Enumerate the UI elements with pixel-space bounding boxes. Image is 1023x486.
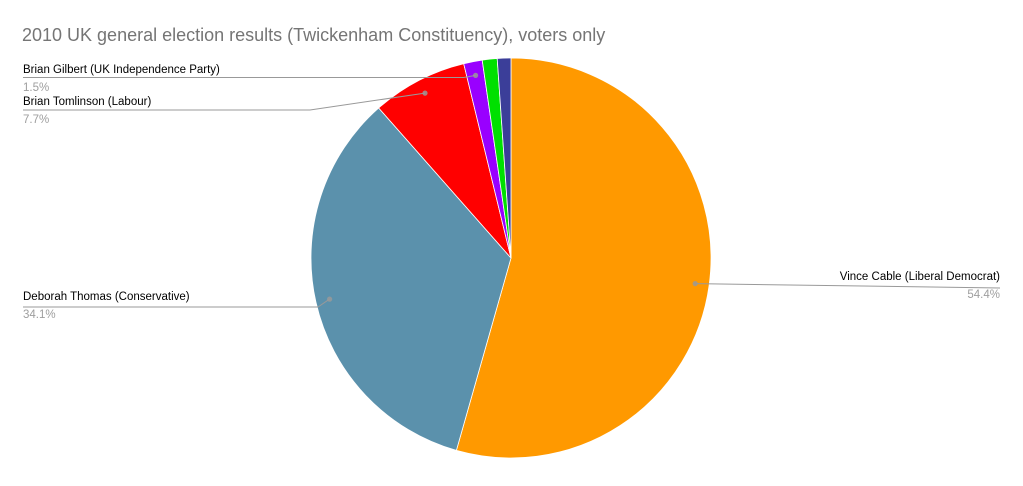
- leader-dot-slice-2: [422, 90, 428, 96]
- pie-slice-5[interactable]: [496, 57, 512, 259]
- leader-line-slice-2: [23, 92, 426, 111]
- slice-label-pct: 34.1%: [23, 309, 56, 321]
- leader-dot-slice-3: [473, 72, 479, 78]
- slice-label-name: Brian Gilbert (UK Independence Party): [23, 64, 220, 76]
- callout-liberal-democrat: Vince Cable (Liberal Democrat) 54.4%: [840, 271, 1000, 301]
- slice-label-name: Brian Tomlinson (Labour): [23, 96, 152, 108]
- slice-label-pct: 54.4%: [967, 289, 1000, 301]
- slice-label-name: Deborah Thomas (Conservative): [23, 291, 190, 303]
- callout-conservative: Deborah Thomas (Conservative) 34.1%: [23, 291, 190, 321]
- pie-slice-2[interactable]: [378, 63, 512, 259]
- callout-labour: Brian Tomlinson (Labour) 7.7%: [23, 96, 151, 126]
- slice-label-pct: 7.7%: [23, 114, 50, 126]
- leader-line-slice-0: [695, 283, 1001, 289]
- chart-title: 2010 UK general election results (Twicke…: [22, 25, 606, 45]
- pie-slice-1[interactable]: [310, 107, 512, 451]
- callout-ukip: Brian Gilbert (UK Independence Party) 1.…: [23, 64, 220, 94]
- leader-line-slice-3: [23, 74, 476, 78]
- leader-line-slice-1: [23, 298, 330, 308]
- slice-label-pct: 1.5%: [23, 82, 50, 94]
- leader-dot-slice-0: [692, 281, 698, 287]
- pie-slice-0[interactable]: [455, 57, 712, 459]
- slice-label-name: Vince Cable (Liberal Democrat): [839, 271, 1000, 283]
- leader-dot-slice-1: [327, 296, 333, 302]
